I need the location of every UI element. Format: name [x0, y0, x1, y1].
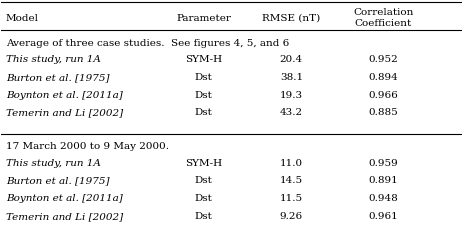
Text: Dst: Dst: [195, 176, 213, 184]
Text: Model: Model: [6, 14, 39, 23]
Text: 43.2: 43.2: [280, 108, 303, 117]
Text: 17 March 2000 to 9 May 2000.: 17 March 2000 to 9 May 2000.: [6, 142, 169, 151]
Text: SYM-H: SYM-H: [185, 158, 222, 167]
Text: 0.966: 0.966: [369, 90, 398, 99]
Text: This study, run 1A: This study, run 1A: [6, 55, 101, 64]
Text: 11.0: 11.0: [280, 158, 303, 167]
Text: Coefficient: Coefficient: [355, 19, 412, 28]
Text: 0.885: 0.885: [369, 108, 398, 117]
Text: 0.959: 0.959: [369, 158, 398, 167]
Text: 38.1: 38.1: [280, 72, 303, 81]
Text: 0.948: 0.948: [369, 193, 398, 202]
Text: Correlation: Correlation: [353, 9, 413, 17]
Text: 0.891: 0.891: [369, 176, 398, 184]
Text: Dst: Dst: [195, 72, 213, 81]
Text: 11.5: 11.5: [280, 193, 303, 202]
Text: RMSE (nT): RMSE (nT): [262, 14, 320, 23]
Text: Dst: Dst: [195, 108, 213, 117]
Text: Dst: Dst: [195, 211, 213, 220]
Text: This study, run 1A: This study, run 1A: [6, 158, 101, 167]
Text: Boynton et al. [2011a]: Boynton et al. [2011a]: [6, 193, 123, 202]
Text: Average of three case studies.  See figures 4, 5, and 6: Average of three case studies. See figur…: [6, 39, 289, 48]
Text: Parameter: Parameter: [176, 14, 232, 23]
Text: Boynton et al. [2011a]: Boynton et al. [2011a]: [6, 90, 123, 99]
Text: 0.961: 0.961: [369, 211, 398, 220]
Text: Burton et al. [1975]: Burton et al. [1975]: [6, 72, 109, 81]
Text: Dst: Dst: [195, 90, 213, 99]
Text: Temerin and Li [2002]: Temerin and Li [2002]: [6, 211, 123, 220]
Text: 14.5: 14.5: [280, 176, 303, 184]
Text: 0.894: 0.894: [369, 72, 398, 81]
Text: 19.3: 19.3: [280, 90, 303, 99]
Text: 20.4: 20.4: [280, 55, 303, 64]
Text: Burton et al. [1975]: Burton et al. [1975]: [6, 176, 109, 184]
Text: 0.952: 0.952: [369, 55, 398, 64]
Text: Dst: Dst: [195, 193, 213, 202]
Text: Temerin and Li [2002]: Temerin and Li [2002]: [6, 108, 123, 117]
Text: SYM-H: SYM-H: [185, 55, 222, 64]
Text: 9.26: 9.26: [280, 211, 303, 220]
